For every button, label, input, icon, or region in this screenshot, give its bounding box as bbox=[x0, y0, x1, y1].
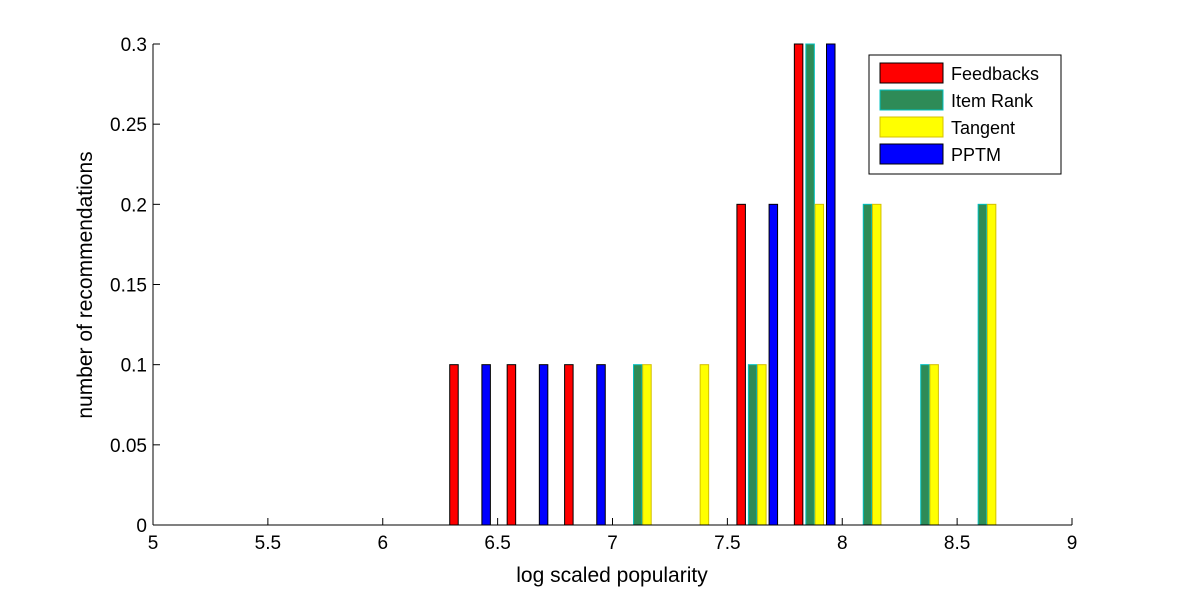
bar-pptm bbox=[538, 364, 549, 526]
y-tick-label: 0.3 bbox=[121, 35, 147, 56]
legend-label: Feedbacks bbox=[951, 64, 1039, 84]
x-tick-label: 6.5 bbox=[484, 533, 510, 554]
bar-item-rank bbox=[920, 364, 930, 526]
bar-pptm bbox=[481, 364, 491, 526]
y-axis-label: number of recommendations bbox=[74, 151, 97, 418]
bar-feedbacks bbox=[449, 364, 459, 526]
x-tick-label: 9 bbox=[1067, 533, 1078, 554]
x-tick-label: 6 bbox=[377, 533, 388, 554]
bar-pptm bbox=[768, 203, 779, 526]
y-tick-label: 0 bbox=[136, 516, 147, 537]
y-ticks-group: 0 0.05 0.1 0.15 0.2 0.25 0.3 bbox=[110, 35, 160, 537]
legend-swatch-item-rank bbox=[879, 89, 944, 111]
x-ticks-group: 5 5.5 6 6.5 7 7.5 8 8.5 9 bbox=[148, 518, 1078, 554]
bar-tangent bbox=[642, 364, 652, 526]
bar-tangent bbox=[871, 203, 882, 526]
y-tick-label: 0.1 bbox=[121, 356, 147, 377]
legend-swatch-feedbacks bbox=[879, 62, 944, 84]
y-tick-label: 0.15 bbox=[110, 276, 147, 297]
bar-feedbacks bbox=[564, 364, 574, 526]
bar-item-rank bbox=[862, 203, 873, 526]
bar-tangent bbox=[699, 364, 710, 526]
y-tick-label: 0.05 bbox=[110, 436, 147, 457]
bar-feedbacks bbox=[793, 43, 804, 526]
y-tick-label: 0.25 bbox=[110, 115, 147, 136]
bar-tangent bbox=[986, 203, 997, 526]
bar-tangent bbox=[757, 364, 767, 526]
legend: Feedbacks Item Rank Tangent PPTM bbox=[868, 54, 1062, 175]
bar-pptm bbox=[826, 43, 836, 526]
x-tick-label: 8.5 bbox=[944, 533, 970, 554]
legend-label: PPTM bbox=[951, 145, 1001, 165]
bar-tangent bbox=[814, 203, 825, 526]
x-tick-label: 7 bbox=[607, 533, 618, 554]
bar-pptm bbox=[596, 364, 606, 526]
bar-feedbacks bbox=[506, 364, 517, 526]
x-tick-label: 8 bbox=[837, 533, 848, 554]
x-tick-label: 5 bbox=[148, 533, 159, 554]
legend-label: Item Rank bbox=[951, 91, 1034, 111]
legend-swatch-tangent bbox=[879, 116, 944, 138]
bar-feedbacks bbox=[736, 203, 746, 526]
bar-item-rank bbox=[747, 364, 758, 526]
bar-item-rank bbox=[633, 364, 643, 526]
bar-tangent bbox=[929, 364, 939, 526]
bar-item-rank bbox=[977, 203, 988, 526]
y-tick-label: 0.2 bbox=[121, 195, 147, 216]
bar-item-rank bbox=[805, 43, 815, 526]
legend-swatch-pptm bbox=[879, 143, 944, 165]
legend-label: Tangent bbox=[951, 118, 1015, 138]
x-tick-label: 7.5 bbox=[714, 533, 740, 554]
x-tick-label: 5.5 bbox=[255, 533, 281, 554]
x-axis-label: log scaled popularity bbox=[516, 564, 708, 587]
